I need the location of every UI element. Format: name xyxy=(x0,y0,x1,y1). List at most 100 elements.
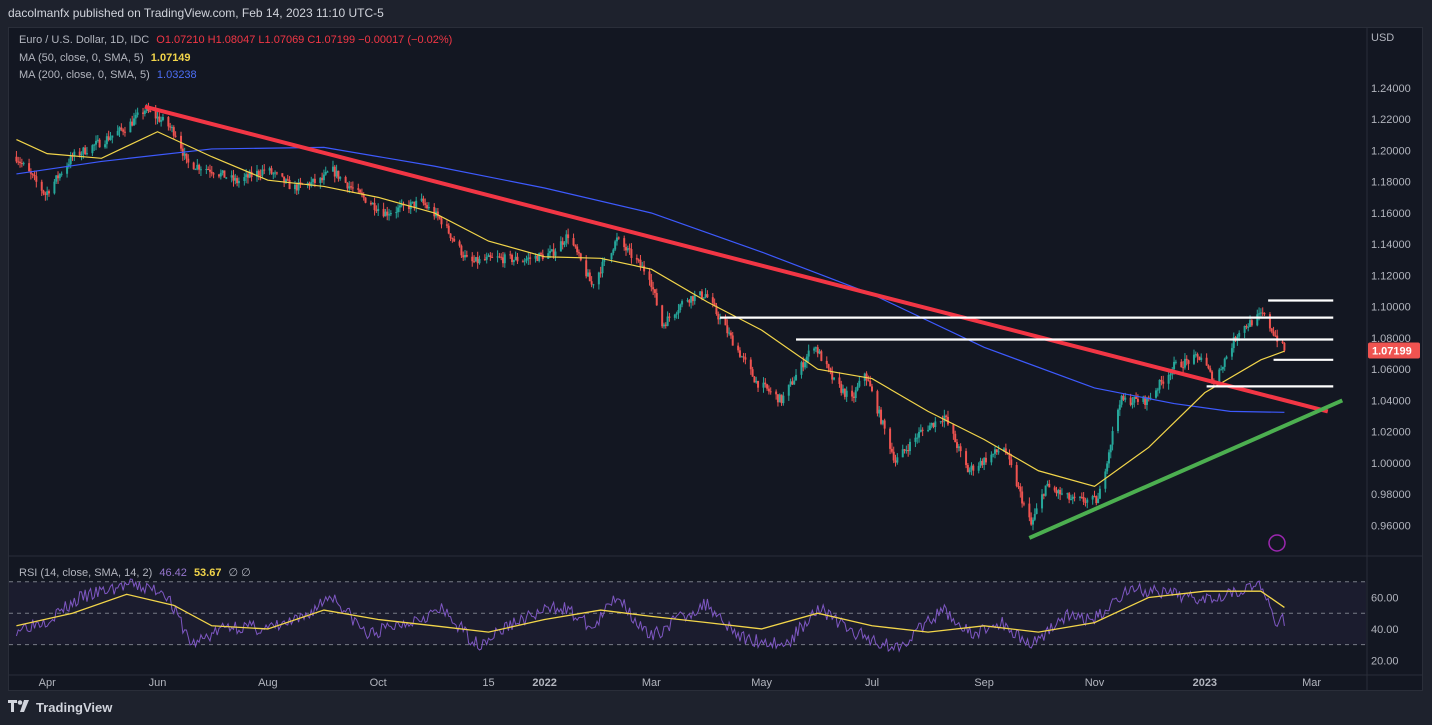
candle-body xyxy=(312,178,315,182)
candle-body xyxy=(359,189,362,193)
price-tick-label: 1.20000 xyxy=(1371,145,1411,157)
candle-body xyxy=(478,259,481,264)
candle-body xyxy=(1232,337,1235,349)
candle-body xyxy=(1192,354,1195,364)
candle-body xyxy=(585,260,588,277)
chart-canvas[interactable]: USD 1.24000 1.22000 1.20000 1.18000 1.16000 1.… xyxy=(9,28,1422,690)
rsi-tick-label: 40.00 xyxy=(1371,624,1399,636)
candle-body xyxy=(210,171,213,174)
candle-body xyxy=(1041,494,1044,509)
candle-body xyxy=(764,382,767,385)
candle-body xyxy=(1022,503,1025,505)
candle-body xyxy=(136,112,139,115)
candle-body xyxy=(738,350,741,357)
candle-body xyxy=(1131,402,1134,405)
candle-body xyxy=(174,135,177,137)
candle-body xyxy=(1249,320,1252,327)
candle-body xyxy=(1008,453,1011,460)
candle-body xyxy=(131,121,134,126)
candle-body xyxy=(688,300,691,303)
candle-body xyxy=(1069,499,1072,501)
candle-body xyxy=(831,371,834,380)
candle-body xyxy=(503,254,506,264)
time-tick-label: 2023 xyxy=(1193,677,1217,689)
candle-body xyxy=(805,356,808,363)
candle-body xyxy=(40,181,43,191)
rsi-label: RSI (14, close, SMA, 14, 2) xyxy=(19,567,153,579)
price-tick-label: 1.16000 xyxy=(1371,208,1411,220)
candle-body xyxy=(388,214,391,216)
candle-body xyxy=(293,184,296,190)
candle-body xyxy=(1225,356,1228,359)
candle-body xyxy=(1124,397,1127,400)
rsi-tick-label: 20.00 xyxy=(1371,655,1399,667)
price-tick-label: 1.00000 xyxy=(1371,458,1411,470)
candle-body xyxy=(1154,390,1157,398)
candle-body xyxy=(502,257,504,264)
chart-frame[interactable]: USD 1.24000 1.22000 1.20000 1.18000 1.16000 1.… xyxy=(8,27,1423,691)
candle-body xyxy=(331,166,334,172)
candle-body xyxy=(485,256,488,260)
candle-body xyxy=(525,259,528,261)
candle-body xyxy=(952,424,955,434)
candle-body xyxy=(1250,320,1253,326)
candle-body xyxy=(871,386,873,392)
candle-body xyxy=(599,272,602,274)
candle-body xyxy=(603,258,606,262)
candle-body xyxy=(650,279,653,288)
price-tick-label: 1.18000 xyxy=(1371,177,1411,189)
candle-body xyxy=(1174,361,1177,363)
candle-body xyxy=(550,249,553,251)
candle-body xyxy=(451,238,454,240)
candle-body xyxy=(29,171,32,174)
candle-body xyxy=(297,182,300,191)
candle-body xyxy=(1272,331,1275,336)
candle-body xyxy=(129,121,132,133)
candle-body xyxy=(440,218,443,225)
candle-body xyxy=(766,384,769,389)
candle-body xyxy=(1142,396,1145,402)
candle-body xyxy=(185,153,188,159)
candle-body xyxy=(552,249,555,256)
candle-body xyxy=(55,175,58,182)
candle-body xyxy=(856,386,859,391)
candle-body xyxy=(664,324,667,326)
candle-body xyxy=(661,305,664,327)
candle-body xyxy=(413,201,416,208)
candle-body xyxy=(438,216,441,219)
candle-body xyxy=(945,415,948,417)
candle-body xyxy=(284,179,287,183)
candle-body xyxy=(1136,398,1139,402)
candle-body xyxy=(1066,493,1069,495)
time-tick-label: Jun xyxy=(149,677,167,689)
candle-body xyxy=(626,248,629,251)
candle-body xyxy=(706,294,709,298)
tradingview-footer[interactable]: TradingView xyxy=(8,700,112,715)
candle-body xyxy=(395,212,398,214)
candle-body xyxy=(699,291,702,296)
candle-body xyxy=(288,180,291,190)
candle-body xyxy=(576,246,579,253)
candle-body xyxy=(1270,328,1273,332)
time-tick-label: Mar xyxy=(642,677,661,689)
candle-body xyxy=(82,147,85,154)
candle-body xyxy=(47,191,50,194)
candle-body xyxy=(42,190,45,194)
candle-body xyxy=(364,197,367,203)
time-tick-label: May xyxy=(751,677,772,689)
candle-body xyxy=(183,153,186,156)
candle-body xyxy=(579,253,582,261)
candle-body xyxy=(865,373,868,381)
candle-body xyxy=(1019,486,1022,492)
candle-body xyxy=(498,256,501,258)
candle-body xyxy=(58,174,61,179)
candle-body xyxy=(1135,396,1138,399)
candle-body xyxy=(1198,356,1201,360)
candle-body xyxy=(473,261,476,263)
candle-body xyxy=(896,457,899,463)
candle-body xyxy=(715,305,718,315)
candle-body xyxy=(972,465,975,471)
candle-body xyxy=(829,368,832,372)
candle-body xyxy=(983,457,986,465)
candle-body xyxy=(31,173,34,175)
